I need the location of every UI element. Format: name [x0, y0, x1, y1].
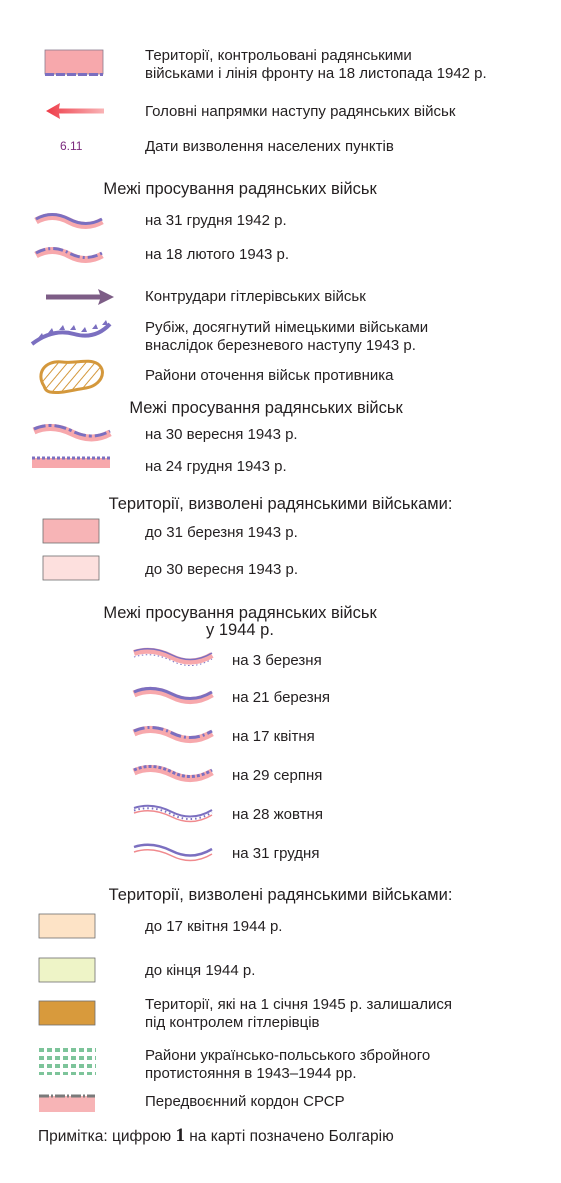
label-lib-1944-04-17: до 17 квітня 1944 р.: [145, 918, 283, 935]
footnote-number: 1: [175, 1125, 185, 1146]
label-adv-1944-03-03: на 3 березня: [232, 652, 322, 669]
label-lib-1943-09-30: до 30 вересня 1943 р.: [145, 561, 299, 578]
label-adv-1943-09-30: на 30 вересня 1943 р.: [145, 426, 298, 443]
german-line-1943-symbol: [30, 320, 112, 346]
liberated-1944-04-17-swatch: [38, 913, 96, 939]
label-adv-1943-12-24: на 24 грудня 1943 р.: [145, 458, 287, 475]
label-counterattacks: Контрудари гітлерівських військ: [145, 288, 366, 305]
header-advance-1944: Межі просування радянських військ у 1944…: [103, 604, 377, 639]
footnote: Примітка: цифрою 1 на карті позначено Бо…: [38, 1125, 394, 1147]
advance-1944-03-21-line: [132, 687, 214, 704]
label-lib-1944-end: до кінця 1944 р.: [145, 962, 256, 979]
label-adv-1944-12-31: на 31 грудня: [232, 845, 320, 862]
prewar-ussr-border-symbol: [39, 1094, 95, 1112]
label-adv-1944-08-29: на 29 серпня: [232, 767, 323, 784]
advance-1944-12-31-line: [133, 843, 213, 862]
label-adv-1943-02-18: на 18 лютого 1943 р.: [145, 246, 290, 263]
label-adv-1944-03-21: на 21 березня: [232, 689, 331, 706]
liberation-date-sample: 6.11: [60, 139, 83, 153]
label-german-line: Рубіж, досягнутий німецькими військами в…: [145, 319, 429, 354]
header-advance-1943: Межі просування радянських військ: [129, 399, 403, 417]
header-liberated-1943: Території, визволені радянськими війська…: [108, 495, 453, 513]
label-adv-1942-12-31: на 31 грудня 1942 р.: [145, 212, 287, 229]
liberated-1944-end-swatch: [38, 957, 96, 983]
label-german-1945: Території, які на 1 січня 1945 р. залиша…: [145, 996, 453, 1031]
advance-1942-12-31-line: [34, 213, 104, 229]
advance-1944-10-28-line: [133, 804, 213, 823]
footnote-prefix: Примітка: цифрою: [38, 1128, 176, 1145]
liberated-1943-03-31-swatch: [42, 518, 100, 544]
liberated-1943-09-30-swatch: [42, 555, 100, 581]
advance-1943-02-18-line: [34, 247, 104, 263]
main-offensive-arrow-icon: [46, 103, 104, 119]
counterattack-arrow-icon: [46, 289, 114, 305]
ukrainian-polish-conflict-symbol: [38, 1047, 96, 1075]
footnote-suffix: на карті позначено Болгарію: [184, 1128, 394, 1145]
label-soviet-territory: Території, контрольовані радянськими вій…: [145, 47, 487, 82]
header-advance-1942-43: Межі просування радянських військ: [103, 180, 377, 198]
label-lib-1943-03-31: до 31 березня 1943 р.: [145, 524, 298, 541]
soviet-territory-front-symbol: [44, 49, 104, 76]
advance-1944-08-29-line: [132, 765, 214, 782]
label-adv-1944-04-17: на 17 квітня: [232, 728, 315, 745]
advance-1944-03-03-line: [133, 647, 214, 666]
label-liberation-dates: Дати визволення населених пунктів: [145, 138, 394, 155]
header-liberated-1944: Території, визволені радянськими війська…: [108, 886, 453, 904]
label-border-ussr: Передвоєнний кордон СРСР: [145, 1093, 345, 1110]
label-encirclement: Райони оточення військ противника: [145, 367, 394, 384]
label-adv-1944-10-28: на 28 жовтня: [232, 806, 323, 823]
german-controlled-1945-swatch: [38, 1000, 96, 1026]
advance-1943-12-24-line: [32, 456, 110, 468]
label-ukr-pol-conflict: Райони українсько-польського збройного п…: [145, 1047, 431, 1082]
advance-1944-04-17-line: [132, 726, 214, 743]
label-main-offensive: Головні напрямки наступу радянських війс…: [145, 103, 456, 120]
advance-1943-09-30-line: [32, 424, 112, 442]
encirclement-symbol: [39, 359, 104, 394]
